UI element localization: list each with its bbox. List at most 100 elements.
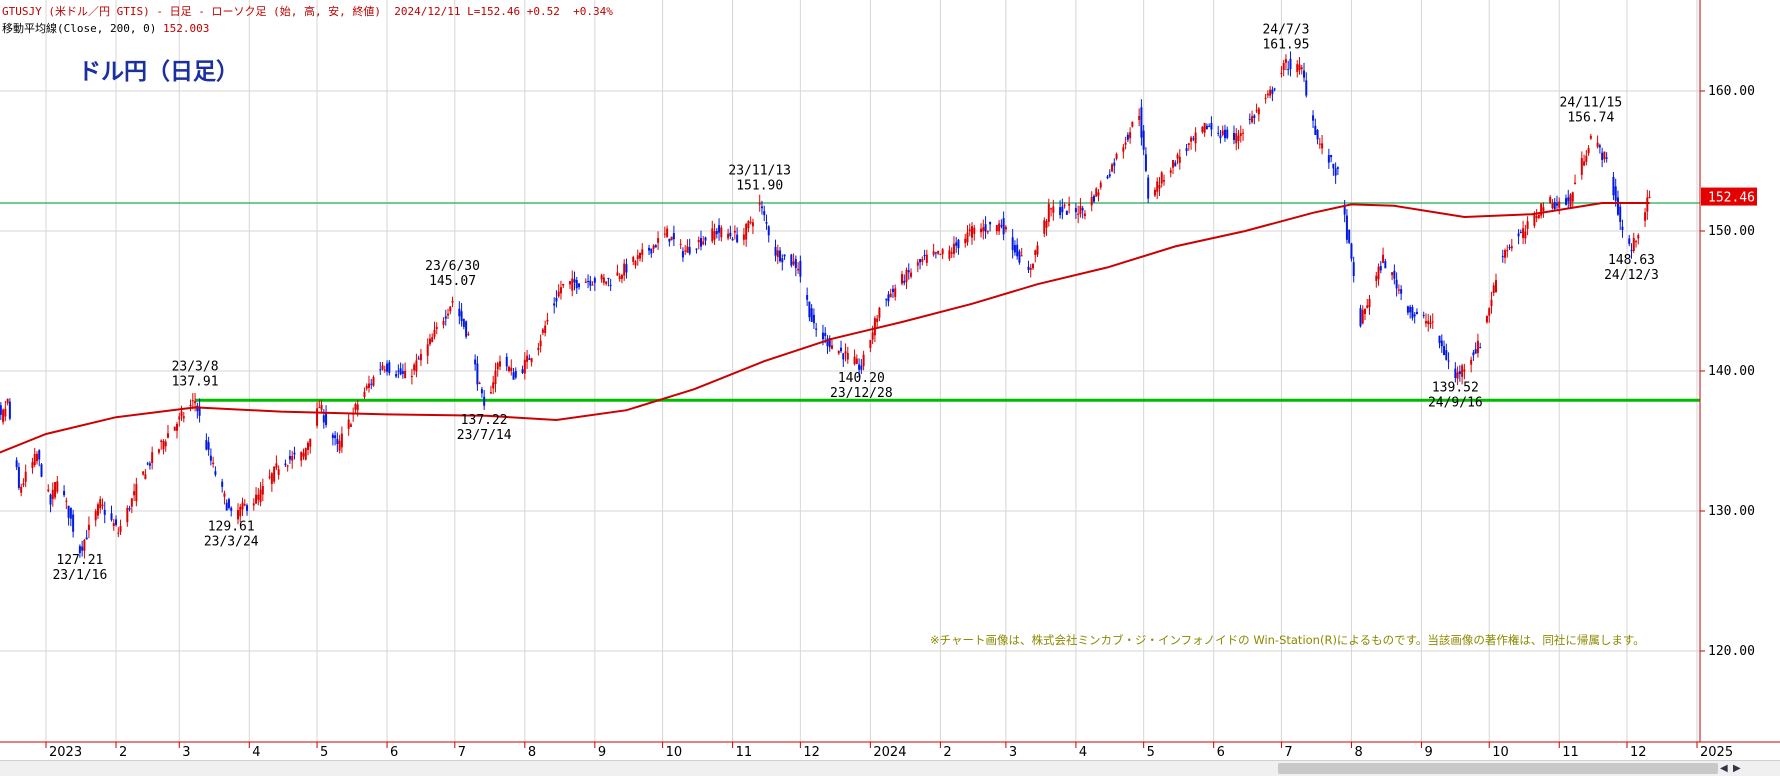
x-axis: 1220232345678910111220242345678910111220… [45, 742, 1733, 760]
annotation-label: 24/11/15 [1560, 96, 1623, 111]
candle-body [799, 260, 802, 277]
candle-body [593, 277, 596, 283]
candle-body [887, 294, 890, 302]
candle-body [270, 473, 273, 484]
horizontal-scrollbar[interactable]: ◀ ▶ [0, 760, 1780, 776]
candle-body [995, 225, 998, 232]
candle-body [1565, 198, 1568, 205]
candle-body [1176, 154, 1179, 159]
candle-body [1269, 89, 1272, 96]
ma-label: 移動平均線(Close, 200, 0) [2, 22, 157, 35]
candle-body [600, 275, 603, 280]
x-tick-label: 12 [803, 745, 820, 760]
candle-body [112, 523, 115, 527]
candle-body [587, 281, 590, 283]
candle-body [1424, 321, 1427, 324]
candle-body [462, 318, 465, 327]
candle-body [1059, 207, 1062, 216]
candle-body [1312, 115, 1315, 121]
candle-body [340, 433, 343, 448]
candle-body [284, 463, 287, 466]
candle-body [386, 363, 389, 372]
candle-body [826, 338, 829, 347]
candle-body [763, 211, 766, 216]
candle-body [1273, 88, 1276, 90]
candle-body [309, 438, 312, 447]
candle-body [1219, 135, 1222, 139]
candle-body [808, 301, 811, 318]
annotation-label: 23/7/14 [457, 428, 512, 443]
candle-body [749, 221, 752, 223]
candle-body [277, 469, 280, 475]
ma200-line [0, 202, 1650, 454]
candle-body [1002, 218, 1005, 235]
candle-body [1122, 147, 1125, 152]
candle-body [921, 259, 924, 262]
candlestick-chart[interactable]: 127.2123/1/1623/3/8137.91129.6123/3/2423… [0, 0, 1780, 760]
candle-body [449, 306, 452, 312]
candle-body [1551, 203, 1554, 209]
candle-body [81, 546, 84, 551]
candle-body [146, 463, 149, 465]
candle-body [952, 243, 955, 254]
x-tick-label: 2 [119, 745, 127, 760]
moving-average [0, 202, 1650, 454]
candle-body [243, 504, 246, 506]
candle-body [939, 253, 942, 255]
candle-body [670, 236, 673, 241]
scroll-left-icon[interactable]: ◀ [1720, 763, 1728, 774]
scrollbar-thumb[interactable] [1278, 763, 1718, 774]
candle-body [812, 314, 815, 324]
candle-body [855, 358, 858, 364]
scroll-right-icon[interactable]: ▶ [1733, 763, 1741, 774]
candle-body [164, 441, 167, 447]
candle-body [1318, 143, 1321, 145]
candle-body [1555, 203, 1558, 206]
candle-body [372, 377, 375, 386]
candle-body [1619, 206, 1622, 222]
candle-body [128, 508, 131, 510]
candle-body [1131, 121, 1134, 127]
candle-body [1567, 197, 1570, 202]
candle-body [31, 462, 34, 468]
candle-body [162, 440, 165, 450]
candle-body [399, 368, 402, 375]
candle-body [101, 504, 104, 507]
x-tick-label: 11 [1562, 745, 1579, 760]
candle-body [844, 351, 847, 354]
candle-body [363, 391, 366, 397]
candle-body [950, 252, 953, 254]
candle-body [1257, 108, 1260, 115]
annotation-label: 161.95 [1262, 38, 1309, 53]
x-tick-label: 7 [1284, 745, 1292, 760]
candle-body [790, 254, 793, 266]
candle-body [1063, 205, 1066, 207]
candle-body [379, 369, 382, 371]
candle-body [523, 359, 526, 374]
candle-body [1239, 133, 1242, 136]
candle-body [1574, 182, 1577, 185]
candle-body [22, 483, 25, 486]
candle-body [35, 453, 38, 462]
candle-body [514, 370, 517, 378]
candle-body [824, 332, 827, 336]
candle-body [166, 433, 169, 438]
candle-body [1533, 213, 1536, 226]
candle-body [1153, 189, 1156, 196]
candle-body [776, 250, 779, 258]
candle-body [189, 405, 192, 407]
candle-body [367, 383, 370, 388]
candle-body [1113, 162, 1116, 166]
candle-body [157, 449, 160, 453]
candle-body [404, 370, 407, 379]
candle-body [6, 398, 9, 404]
candle-body [1598, 145, 1601, 148]
candle-body [1612, 176, 1615, 196]
y-tick-label: 140.00 [1708, 364, 1755, 379]
candle-body [54, 482, 57, 498]
candle-body [419, 354, 422, 361]
candle-body [83, 539, 86, 551]
annotation-label: 23/1/16 [52, 568, 107, 583]
candle-body [261, 485, 264, 495]
candle-body [246, 505, 249, 511]
